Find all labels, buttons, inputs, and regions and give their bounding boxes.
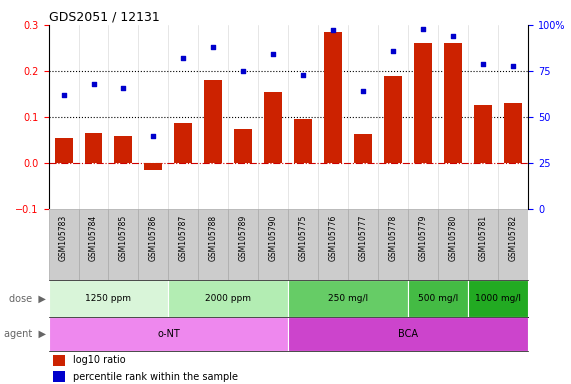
Text: 1000 mg/l: 1000 mg/l <box>475 294 521 303</box>
Bar <box>384 76 402 163</box>
Point <box>478 61 488 67</box>
Bar <box>444 43 463 163</box>
Text: GSM105789: GSM105789 <box>239 215 248 261</box>
Point <box>389 48 398 54</box>
Bar <box>55 138 73 163</box>
Bar <box>348 209 379 280</box>
Text: GDS2051 / 12131: GDS2051 / 12131 <box>49 11 159 24</box>
Text: GSM105776: GSM105776 <box>329 215 338 262</box>
Bar <box>439 209 468 280</box>
Bar <box>144 163 163 170</box>
Bar <box>474 105 492 163</box>
Bar <box>408 280 468 317</box>
Text: o-NT: o-NT <box>157 329 180 339</box>
Text: GSM105775: GSM105775 <box>299 215 308 262</box>
Text: log10 ratio: log10 ratio <box>73 356 125 366</box>
Point <box>149 132 158 139</box>
Bar <box>324 32 343 163</box>
Bar <box>53 355 65 366</box>
Bar <box>288 209 319 280</box>
Point <box>299 72 308 78</box>
Point <box>329 27 338 33</box>
Bar <box>264 92 283 163</box>
Bar <box>235 129 252 163</box>
Bar <box>49 209 79 280</box>
Text: agent  ▶: agent ▶ <box>3 329 46 339</box>
Bar <box>379 209 408 280</box>
Bar <box>504 103 522 163</box>
Point <box>239 68 248 74</box>
Bar <box>175 122 192 163</box>
Bar <box>139 209 168 280</box>
Bar <box>288 280 408 317</box>
Point <box>59 92 68 98</box>
Text: dose  ▶: dose ▶ <box>9 293 46 304</box>
Text: 1250 ppm: 1250 ppm <box>86 294 131 303</box>
Text: GSM105784: GSM105784 <box>89 215 98 261</box>
Bar <box>354 134 372 163</box>
Text: GSM105783: GSM105783 <box>59 215 68 261</box>
Text: GSM105782: GSM105782 <box>509 215 518 261</box>
Text: GSM105785: GSM105785 <box>119 215 128 261</box>
Point <box>419 26 428 32</box>
Text: GSM105780: GSM105780 <box>449 215 458 261</box>
Bar <box>168 280 288 317</box>
Bar <box>408 209 439 280</box>
Bar <box>79 209 108 280</box>
Text: 2000 ppm: 2000 ppm <box>206 294 251 303</box>
Point <box>119 84 128 91</box>
Bar <box>114 136 132 163</box>
Bar <box>498 209 528 280</box>
Point <box>269 51 278 58</box>
Text: GSM105779: GSM105779 <box>419 215 428 262</box>
Text: GSM105788: GSM105788 <box>209 215 218 261</box>
Text: GSM105777: GSM105777 <box>359 215 368 262</box>
Bar <box>168 209 199 280</box>
Bar <box>259 209 288 280</box>
Bar <box>319 209 348 280</box>
Bar <box>199 209 228 280</box>
Bar <box>295 119 312 163</box>
Text: 500 mg/l: 500 mg/l <box>418 294 459 303</box>
Bar <box>108 209 138 280</box>
Point <box>89 81 98 87</box>
Text: GSM105781: GSM105781 <box>478 215 488 261</box>
Text: GSM105786: GSM105786 <box>149 215 158 261</box>
Bar <box>53 371 65 382</box>
Bar <box>468 209 498 280</box>
Point <box>179 55 188 61</box>
Text: GSM105790: GSM105790 <box>269 215 278 262</box>
Bar <box>49 317 288 351</box>
Bar <box>49 280 168 317</box>
Point <box>449 33 458 39</box>
Text: 250 mg/l: 250 mg/l <box>328 294 368 303</box>
Text: GSM105778: GSM105778 <box>389 215 398 261</box>
Text: BCA: BCA <box>398 329 419 339</box>
Bar <box>415 43 432 163</box>
Text: percentile rank within the sample: percentile rank within the sample <box>73 372 238 382</box>
Point <box>359 88 368 94</box>
Bar <box>204 80 223 163</box>
Bar <box>228 209 259 280</box>
Point <box>509 63 518 69</box>
Point <box>209 44 218 50</box>
Text: GSM105787: GSM105787 <box>179 215 188 261</box>
Bar <box>288 317 528 351</box>
Bar <box>85 133 103 163</box>
Bar <box>468 280 528 317</box>
